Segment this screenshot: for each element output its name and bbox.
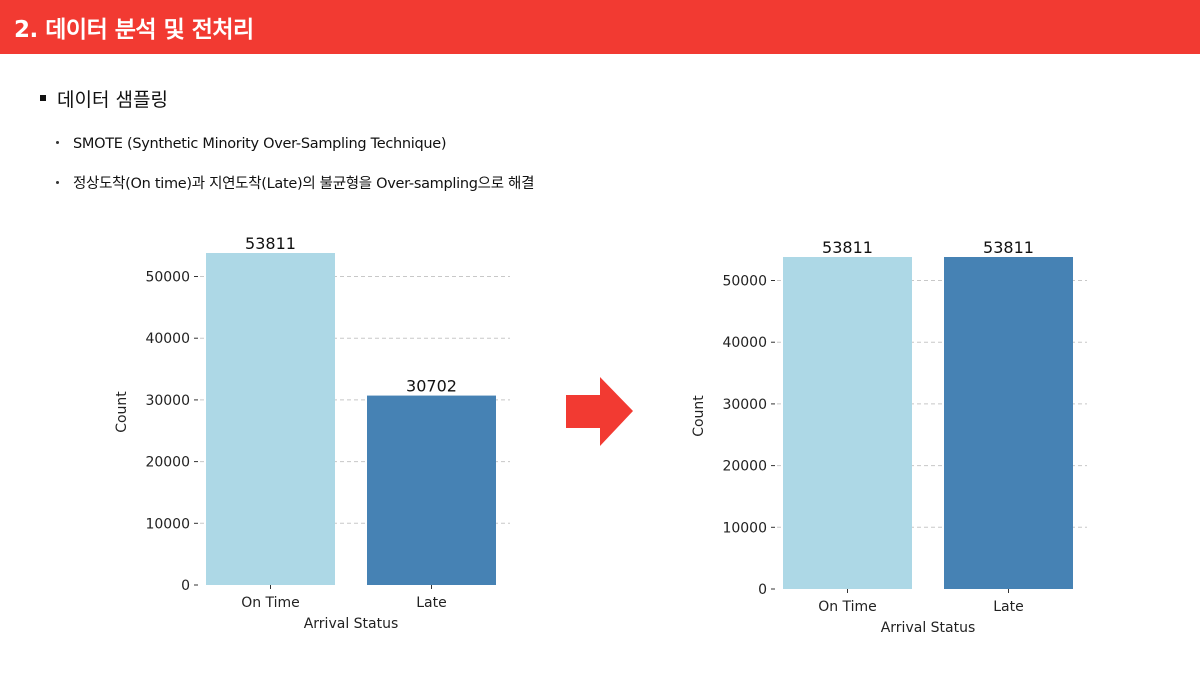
y-tick-label: 50000	[145, 270, 190, 286]
bar	[944, 257, 1073, 589]
header-bar: 2. 데이터 분석 및 전처리	[0, 0, 1200, 54]
data-label: 53811	[822, 238, 873, 257]
bar	[783, 257, 912, 589]
x-axis-label: Arrival Status	[304, 616, 399, 632]
x-tick-label: Late	[416, 595, 446, 611]
y-tick-label: 0	[181, 578, 190, 594]
y-tick-label: 0	[758, 582, 767, 598]
y-tick-label: 20000	[145, 455, 190, 471]
x-axis-label: Arrival Status	[881, 620, 976, 636]
y-axis-label: Count	[691, 395, 707, 437]
bullet-item: 정상도착(On time)과 지연도착(Late)의 불균형을 Over-sam…	[56, 172, 534, 193]
y-tick-label: 20000	[722, 459, 767, 475]
bullet-text: 정상도착(On time)과 지연도착(Late)의 불균형을 Over-sam…	[73, 176, 535, 192]
page-title: 2. 데이터 분석 및 전처리	[14, 17, 254, 43]
y-tick-label: 50000	[722, 274, 767, 290]
bar	[367, 395, 496, 585]
square-bullet-icon	[40, 94, 46, 101]
x-tick-label: On Time	[241, 595, 300, 611]
y-tick-label: 40000	[145, 331, 190, 347]
bar	[206, 253, 335, 585]
bullet-item: SMOTE (Synthetic Minority Over-Sampling …	[56, 136, 447, 152]
bullet-dot-icon	[56, 140, 59, 144]
y-tick-label: 30000	[722, 397, 767, 413]
data-label: 53811	[245, 234, 296, 253]
x-tick-label: Late	[993, 599, 1023, 615]
section-heading-text: 데이터 샘플링	[57, 89, 168, 111]
data-label: 53811	[983, 238, 1034, 257]
x-tick-label: On Time	[818, 599, 877, 615]
y-tick-label: 30000	[145, 393, 190, 409]
bullet-dot-icon	[56, 180, 59, 184]
data-label: 30702	[406, 377, 457, 396]
y-tick-label: 40000	[722, 335, 767, 351]
section-heading: 데이터 샘플링	[40, 85, 168, 112]
y-tick-label: 10000	[145, 516, 190, 532]
y-axis-label: Count	[114, 391, 130, 433]
right-arrow-icon	[566, 377, 633, 446]
bullet-text: SMOTE (Synthetic Minority Over-Sampling …	[73, 136, 447, 152]
bar-chart-before: 0 10000 20000 30000 40000 50000 53811 On Time 30…	[114, 234, 510, 632]
y-tick-label: 10000	[722, 520, 767, 536]
